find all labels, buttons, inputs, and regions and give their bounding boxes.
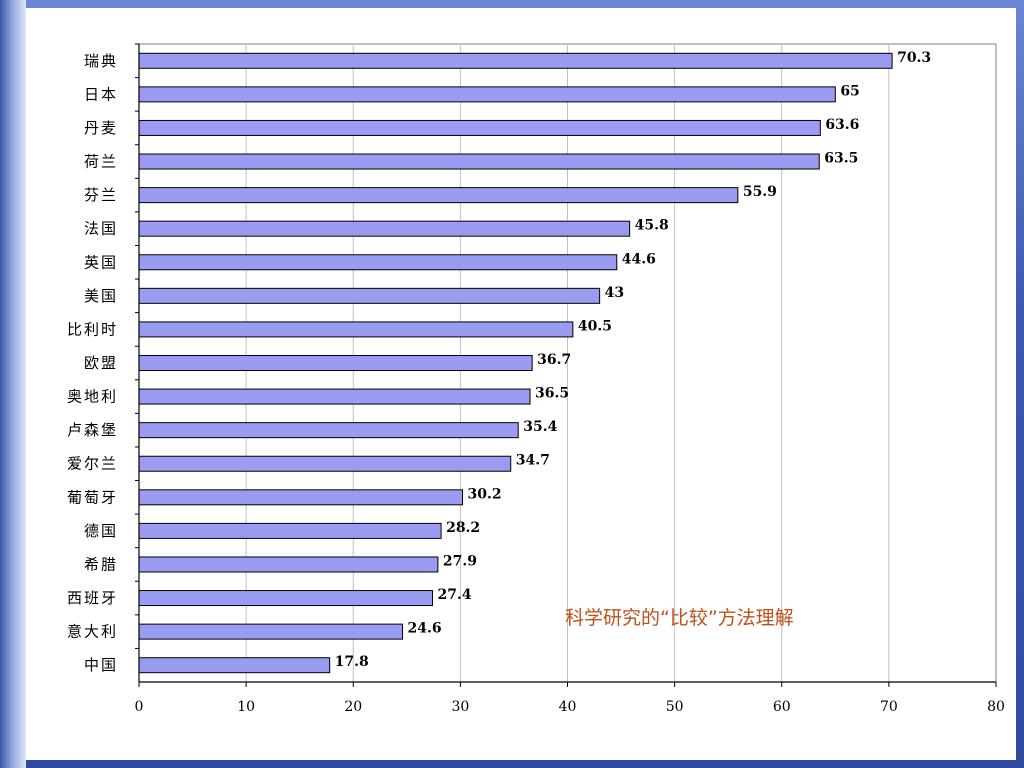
bar [138, 623, 404, 640]
data-label: 35.4 [523, 419, 557, 435]
data-label: 36.7 [537, 352, 571, 368]
bar [138, 220, 631, 237]
x-tick-label: 60 [773, 699, 791, 715]
x-tick-label: 0 [135, 699, 144, 715]
data-label: 24.6 [408, 621, 442, 637]
x-tick-label: 70 [880, 699, 898, 715]
bar [138, 657, 331, 674]
y-category-label: 爱尔兰 [67, 455, 118, 473]
y-category-label: 美国 [84, 287, 118, 305]
data-label: 27.9 [443, 553, 477, 569]
data-label: 63.5 [824, 151, 858, 167]
y-category-label: 芬兰 [84, 186, 118, 204]
bar [138, 455, 512, 472]
bar [138, 119, 821, 136]
bar [138, 522, 442, 539]
axis-layer: 0 10 20 30 40 50 60 70 80 瑞典日本丹麦荷兰芬兰法国英国美国比利时欧盟奥地… [67, 43, 1005, 715]
y-category-label: 荷兰 [84, 153, 118, 171]
y-category-label: 欧盟 [84, 354, 118, 372]
bar [138, 287, 601, 304]
data-label: 45.8 [635, 218, 669, 234]
slide-background-edge [0, 0, 26, 768]
bar [138, 52, 893, 69]
y-category-label: 希腊 [84, 555, 118, 573]
y-category-label: 中国 [84, 656, 118, 674]
bar [138, 590, 434, 607]
bar [138, 422, 519, 439]
x-tick-label: 20 [344, 699, 362, 715]
bars-layer: 70.3 65 63.6 63.5 55.9 45.8 44.6 43 40.5 36.7 36.5… [138, 50, 931, 674]
bar [138, 86, 836, 103]
y-category-label: 西班牙 [67, 589, 118, 607]
data-label: 65 [840, 83, 859, 99]
y-category-label: 丹麦 [84, 119, 118, 137]
data-label: 40.5 [578, 318, 612, 334]
y-category-label: 德国 [84, 522, 118, 540]
bar [138, 153, 820, 170]
x-tick-label: 10 [237, 699, 255, 715]
y-category-label: 奥地利 [67, 388, 118, 406]
data-label: 70.3 [897, 50, 931, 66]
data-label: 36.5 [535, 386, 569, 402]
x-tick-label: 30 [451, 699, 469, 715]
x-tick-label: 40 [559, 699, 577, 715]
data-label: 63.6 [825, 117, 859, 133]
bar [138, 388, 531, 405]
data-label: 34.7 [516, 453, 550, 469]
bar [138, 187, 739, 204]
bar [138, 556, 439, 573]
data-label: 30.2 [468, 486, 502, 502]
data-label: 44.6 [622, 251, 656, 267]
data-label: 43 [605, 285, 624, 301]
data-label: 55.9 [743, 184, 777, 200]
y-category-label: 法国 [84, 220, 118, 238]
y-category-label: 英国 [84, 253, 118, 271]
bar [138, 254, 618, 271]
slide-note: 科学研究的“比较”方法理解 [565, 607, 794, 629]
y-category-label: 意大利 [67, 623, 118, 641]
y-category-label: 日本 [84, 85, 118, 103]
y-category-label: 比利时 [67, 320, 118, 338]
x-tick-label: 50 [666, 699, 684, 715]
bar [138, 321, 574, 338]
data-label: 27.4 [438, 587, 472, 603]
y-category-label: 瑞典 [84, 52, 118, 70]
bar [138, 355, 533, 371]
x-tick-label: 80 [987, 699, 1005, 715]
y-category-label: 卢森堡 [67, 421, 118, 439]
data-label: 17.8 [335, 654, 369, 670]
bar [138, 489, 464, 506]
y-category-label: 葡萄牙 [67, 488, 118, 506]
data-label: 28.2 [446, 520, 480, 536]
